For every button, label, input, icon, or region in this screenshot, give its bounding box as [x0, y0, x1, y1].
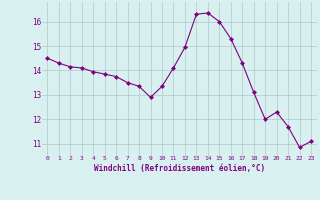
X-axis label: Windchill (Refroidissement éolien,°C): Windchill (Refroidissement éolien,°C) — [94, 164, 265, 173]
